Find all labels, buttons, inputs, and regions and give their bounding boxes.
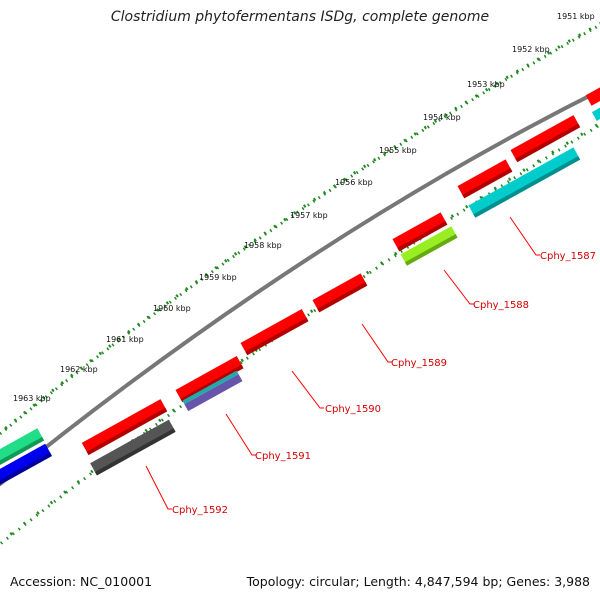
inner-scale-ring bbox=[0, 123, 600, 546]
gene-label[interactable]: Cphy_1592 bbox=[172, 505, 228, 516]
gene-cphy-1588-block[interactable] bbox=[392, 212, 448, 252]
leader-line-cphy-1590 bbox=[291, 370, 324, 409]
gene-blue-block[interactable] bbox=[0, 443, 53, 486]
gene-red-block-edge[interactable] bbox=[510, 115, 581, 163]
gene-gray-block[interactable] bbox=[90, 419, 176, 476]
leader-line-cphy-1592 bbox=[145, 465, 172, 510]
gene-cyan-block[interactable] bbox=[468, 147, 581, 218]
scale-label: 1962 kbp bbox=[60, 365, 98, 374]
leader-line-cphy-1591 bbox=[225, 413, 256, 456]
scale-label: 1957 kbp bbox=[290, 211, 328, 220]
outer-scale-ring-ticks bbox=[0, 21, 600, 435]
gene-label[interactable]: Cphy_1590 bbox=[325, 404, 381, 415]
leader-line-cphy-1587 bbox=[509, 216, 540, 256]
scale-label: 1953 kbp bbox=[467, 80, 505, 89]
gene-label[interactable]: Cphy_1587 bbox=[540, 251, 596, 262]
gene-lime-block[interactable] bbox=[400, 226, 458, 266]
outer-scale-ring bbox=[0, 23, 600, 436]
scale-label: 1955 kbp bbox=[379, 146, 417, 155]
scale-label: 1961 kbp bbox=[106, 335, 144, 344]
gene-cphy-1592-block[interactable] bbox=[81, 399, 168, 456]
gene-cphy-1590-block[interactable] bbox=[240, 309, 309, 356]
gene-purple-block[interactable] bbox=[182, 370, 243, 412]
gene-green-block[interactable] bbox=[0, 428, 45, 466]
topology-text: Topology: circular; Length: 4,847,594 bp… bbox=[246, 574, 590, 589]
scale-label: 1952 kbp bbox=[512, 45, 550, 54]
scale-label: 1960 kbp bbox=[153, 304, 191, 313]
scale-label: 1958 kbp bbox=[244, 241, 282, 250]
genome-backbone bbox=[0, 88, 600, 487]
scale-label: 1963 kbp bbox=[13, 394, 51, 403]
gene-blocks bbox=[0, 86, 600, 486]
gene-cphy-1589-block[interactable] bbox=[312, 273, 368, 313]
gene-labels: Cphy_1587 Cphy_1588 Cphy_1589 Cphy_1590 … bbox=[172, 251, 596, 516]
leader-line-cphy-1588 bbox=[443, 269, 474, 305]
gene-label[interactable]: Cphy_1591 bbox=[255, 451, 311, 462]
gene-label[interactable]: Cphy_1589 bbox=[391, 358, 447, 369]
gene-cphy-1587-block[interactable] bbox=[457, 159, 513, 199]
gene-cphy-1591-block[interactable] bbox=[175, 356, 244, 403]
scale-label: 1959 kbp bbox=[199, 273, 237, 282]
accession-text: Accession: NC_010001 bbox=[10, 574, 153, 589]
leader-line-cphy-1589 bbox=[361, 323, 392, 363]
gene-red-block-corner[interactable] bbox=[585, 86, 600, 106]
scale-labels: 1951 kbp 1952 kbp 1953 kbp 1954 kbp 1955… bbox=[13, 12, 595, 403]
map-title: Clostridium phytofermentans ISDg, comple… bbox=[110, 9, 490, 25]
scale-label: 1951 kbp bbox=[557, 12, 595, 21]
gene-leader-lines bbox=[145, 216, 540, 510]
scale-label: 1954 kbp bbox=[423, 113, 461, 122]
scale-label: 1956 kbp bbox=[335, 178, 373, 187]
gene-label[interactable]: Cphy_1588 bbox=[473, 300, 529, 311]
gene-cyan-block-corner[interactable] bbox=[591, 106, 600, 121]
